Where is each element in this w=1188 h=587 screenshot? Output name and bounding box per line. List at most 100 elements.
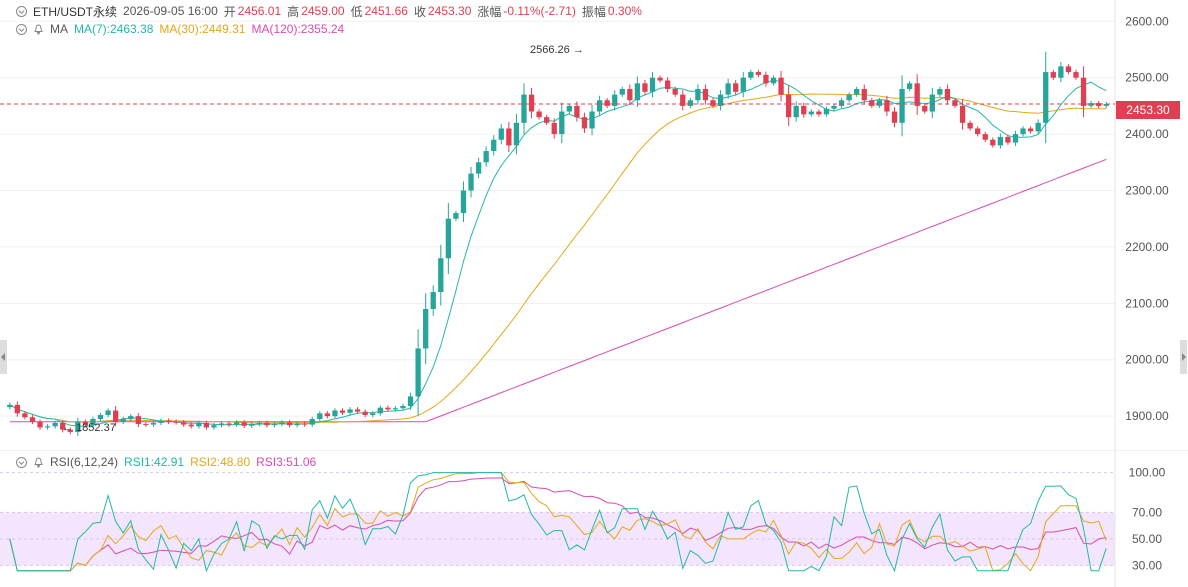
candle-body bbox=[740, 77, 746, 92]
candle-body bbox=[203, 422, 210, 428]
candle-body bbox=[914, 83, 920, 106]
candle-body bbox=[536, 111, 542, 118]
candle-body bbox=[755, 72, 762, 75]
candle-body bbox=[173, 421, 179, 423]
candle-body bbox=[415, 348, 421, 397]
rsi-tick-label: 30.00 bbox=[1132, 558, 1162, 572]
candle-body bbox=[226, 423, 232, 425]
candle-body bbox=[97, 415, 104, 419]
candle-body bbox=[128, 416, 134, 419]
candle-body bbox=[165, 420, 172, 422]
rsi-tick-label: 50.00 bbox=[1132, 532, 1162, 546]
high-value: 2459.00 bbox=[301, 4, 345, 18]
symbol-label[interactable]: ETH/USDT永续 bbox=[33, 4, 118, 19]
candle-body bbox=[808, 111, 814, 115]
candle-body bbox=[400, 406, 406, 409]
rsi2-line bbox=[9, 472, 1107, 572]
rsi-tick-label: 70.00 bbox=[1132, 505, 1162, 519]
candle-body bbox=[929, 94, 935, 112]
candle-body bbox=[937, 88, 943, 95]
chevron-down-icon[interactable] bbox=[16, 23, 27, 35]
candle-body bbox=[286, 422, 293, 426]
candle-body bbox=[990, 139, 996, 146]
price-tick-label: 2300.00 bbox=[1125, 184, 1169, 198]
chevron-left-icon bbox=[1, 353, 5, 361]
rsi2-value: RSI2:48.80 bbox=[190, 455, 251, 469]
candle-body bbox=[778, 77, 784, 95]
price-tick-label: 2100.00 bbox=[1125, 296, 1169, 310]
candle-body bbox=[891, 111, 898, 123]
candle-body bbox=[1043, 72, 1049, 123]
candle-body bbox=[1035, 122, 1041, 132]
candle-body bbox=[423, 308, 429, 349]
datetime-label: 2026-09-05 16:00 bbox=[123, 4, 218, 18]
open-value: 2456.01 bbox=[237, 4, 282, 18]
amplitude-label: 振幅 bbox=[581, 4, 606, 19]
candle-body bbox=[354, 409, 361, 412]
candle-body bbox=[271, 424, 278, 426]
rsi-legend: RSI(6,12,24) RSI1:42.91 RSI2:48.80 RSI3:… bbox=[16, 454, 322, 470]
rsi1-line bbox=[9, 472, 1107, 573]
eye-icon[interactable] bbox=[33, 456, 44, 468]
rsi-tick-label: 100.00 bbox=[1129, 466, 1166, 480]
scroll-right-button[interactable] bbox=[1180, 340, 1187, 374]
candle-body bbox=[14, 404, 20, 414]
candle-body bbox=[793, 105, 799, 118]
candle-body bbox=[997, 136, 1004, 146]
rsi3-line bbox=[9, 477, 1107, 572]
candle-body bbox=[264, 422, 270, 426]
chevron-down-icon[interactable] bbox=[16, 5, 27, 17]
rsi3-value: RSI3:51.06 bbox=[256, 455, 317, 469]
scroll-left-button[interactable] bbox=[0, 340, 7, 374]
candle-body bbox=[60, 422, 66, 430]
ma30-line bbox=[9, 93, 1107, 424]
ma-title: MA bbox=[50, 22, 68, 36]
candle-body bbox=[475, 162, 482, 174]
candle-body bbox=[37, 421, 43, 428]
price-tick-label: 2600.00 bbox=[1125, 14, 1169, 28]
candle-body bbox=[574, 105, 580, 118]
rsi-band bbox=[0, 512, 1115, 566]
candle-body bbox=[838, 100, 845, 106]
candle-body bbox=[347, 409, 353, 413]
candle-body bbox=[801, 105, 807, 115]
candle-body bbox=[959, 105, 966, 123]
candle-body bbox=[309, 418, 315, 425]
candle-body bbox=[438, 258, 444, 293]
candle-body bbox=[906, 83, 913, 89]
low-annotation: ← 1852.37 bbox=[62, 422, 116, 434]
ma7-line bbox=[9, 79, 1107, 427]
rsi-chart[interactable]: 100.00 70.00 50.00 30.00 bbox=[0, 450, 1188, 587]
candle-body bbox=[67, 429, 73, 432]
candle-body bbox=[339, 410, 346, 413]
candle-body bbox=[506, 128, 512, 146]
candle-body bbox=[1027, 128, 1034, 132]
candle-body bbox=[642, 83, 648, 92]
candles bbox=[7, 51, 1109, 437]
candle-body bbox=[1096, 103, 1102, 106]
high-label: 高 bbox=[287, 4, 300, 19]
candle-body bbox=[75, 421, 81, 432]
candle-body bbox=[112, 410, 119, 422]
candle-body bbox=[748, 72, 754, 78]
candle-body bbox=[816, 111, 822, 115]
price-tick-label: 2400.00 bbox=[1125, 127, 1169, 141]
candle-body bbox=[672, 88, 678, 95]
candle-body bbox=[7, 404, 13, 408]
rsi-title: RSI(6,12,24) bbox=[50, 455, 119, 469]
change-value: -0.11%(-2.71) bbox=[503, 4, 576, 18]
price-chart[interactable]: 2600.00 2500.00 2400.00 2300.00 2200.00 2100.… bbox=[0, 0, 1188, 450]
rsi-grid-lines bbox=[0, 450, 1188, 587]
eye-icon[interactable] bbox=[33, 23, 44, 35]
price-tick-label: 2200.00 bbox=[1125, 240, 1169, 254]
candle-body bbox=[233, 422, 240, 425]
candle-body bbox=[430, 292, 436, 309]
candle-body bbox=[52, 422, 58, 427]
candle-body bbox=[702, 88, 709, 101]
candle-body bbox=[589, 111, 595, 129]
candle-body bbox=[468, 173, 474, 191]
ohlc-header: ETH/USDT永续 2026-09-05 16:00 开 2456.01 高 … bbox=[16, 3, 648, 19]
candle-body bbox=[634, 83, 641, 101]
chevron-down-icon[interactable] bbox=[16, 456, 27, 468]
